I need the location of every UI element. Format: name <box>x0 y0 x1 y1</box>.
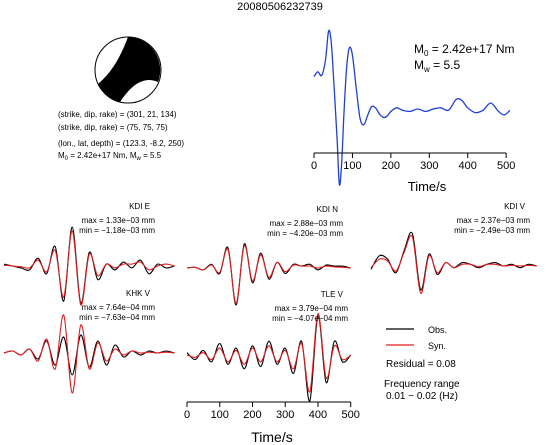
stf-ticks: 0 100 200 300 400 500 <box>311 153 515 172</box>
stf-tick-label: 0 <box>311 160 317 172</box>
synthetic-waveform-line <box>3 230 175 306</box>
station-label: TLE V <box>321 290 344 299</box>
bottom-tick-label: 300 <box>276 409 294 421</box>
frequency-range-value: 0.01 − 0.02 (Hz) <box>386 391 458 402</box>
bottom-tick-label: 200 <box>243 409 261 421</box>
bottom-xlabel: Time/s <box>251 429 292 445</box>
stf-tick-label: 300 <box>420 160 438 172</box>
synthetic-waveform-line <box>186 313 352 393</box>
min-amplitude-label: min = −1.18e−03 mm <box>79 226 155 235</box>
synthetic-waveform-line <box>186 245 351 304</box>
station-label: KDI N <box>317 205 339 214</box>
stf-mw-annotation: Mw = 5.5 <box>414 58 460 74</box>
legend-syn-label: Syn. <box>428 341 446 351</box>
max-amplitude-label: max = 2.88e−03 mm <box>270 219 344 228</box>
stf-m0-annotation: M0 = 2.42e+17 Nm <box>414 42 515 58</box>
bottom-tick-label: 400 <box>309 409 327 421</box>
max-amplitude-label: max = 3.79e−04 mm <box>275 304 349 313</box>
bottom-tick-label: 0 <box>184 409 190 421</box>
stf-tick-label: 100 <box>343 160 361 172</box>
stf-tick-label: 500 <box>497 160 515 172</box>
observed-waveform-line <box>370 231 537 291</box>
beachball-compressional-quadrant <box>98 37 161 102</box>
min-amplitude-label: min = −4.07e−04 mm <box>272 314 348 323</box>
min-amplitude-label: min = −7.63e−04 mm <box>79 313 155 322</box>
max-amplitude-label: max = 2.37e−03 mm <box>457 216 531 225</box>
bottom-tick-label: 100 <box>211 409 229 421</box>
station-label: KHK V <box>126 289 151 298</box>
stf-tick-label: 400 <box>459 160 477 172</box>
moment-line: M0 = 2.42e+17 Nm, Mw = 5.5 <box>58 151 162 162</box>
stf-series-line <box>313 29 511 186</box>
stf-panel: 0 100 200 300 400 500 Time/s M0 = 2.42e+17 Nm… <box>311 29 515 194</box>
station-label: KDI E <box>129 202 150 211</box>
bottom-ticks: 0 100 200 300 400 500 <box>184 402 360 421</box>
beachball-diagram <box>94 36 162 104</box>
min-amplitude-label: min = −4.20e−03 mm <box>267 229 343 238</box>
location-line: (lon., lat, depth) = (123.3, -8.2, 250) <box>58 139 184 148</box>
synthetic-waveform-line <box>370 235 537 294</box>
max-amplitude-label: max = 7.64e−04 mm <box>82 303 156 312</box>
figure-title: 20080506232739 <box>237 1 323 13</box>
plane2-line: (strike, dip, rake) = (75, 75, 75) <box>58 123 168 132</box>
observed-waveform-line <box>186 315 352 402</box>
synthetic-waveform-line <box>3 314 175 394</box>
plane1-line: (strike, dip, rake) = (301, 21, 134) <box>58 110 177 119</box>
bottom-tick-label: 500 <box>342 409 360 421</box>
focal-mechanism-text: (strike, dip, rake) = (301, 21, 134) (st… <box>58 110 184 162</box>
legend: Obs. Syn. Residual = 0.08 Frequency rang… <box>384 325 460 402</box>
frequency-range-title: Frequency range <box>384 379 460 390</box>
bottom-time-axis: 0 100 200 300 400 500 Time/s <box>184 401 360 445</box>
stf-tick-label: 200 <box>382 160 400 172</box>
stf-xlabel: Time/s <box>408 179 447 194</box>
residual-text: Residual = 0.08 <box>386 359 456 370</box>
station-label: KDI V <box>504 202 526 211</box>
max-amplitude-label: max = 1.33e−03 mm <box>82 216 156 225</box>
legend-obs-label: Obs. <box>428 325 447 335</box>
min-amplitude-label: min = −2.49e−03 mm <box>454 226 530 235</box>
